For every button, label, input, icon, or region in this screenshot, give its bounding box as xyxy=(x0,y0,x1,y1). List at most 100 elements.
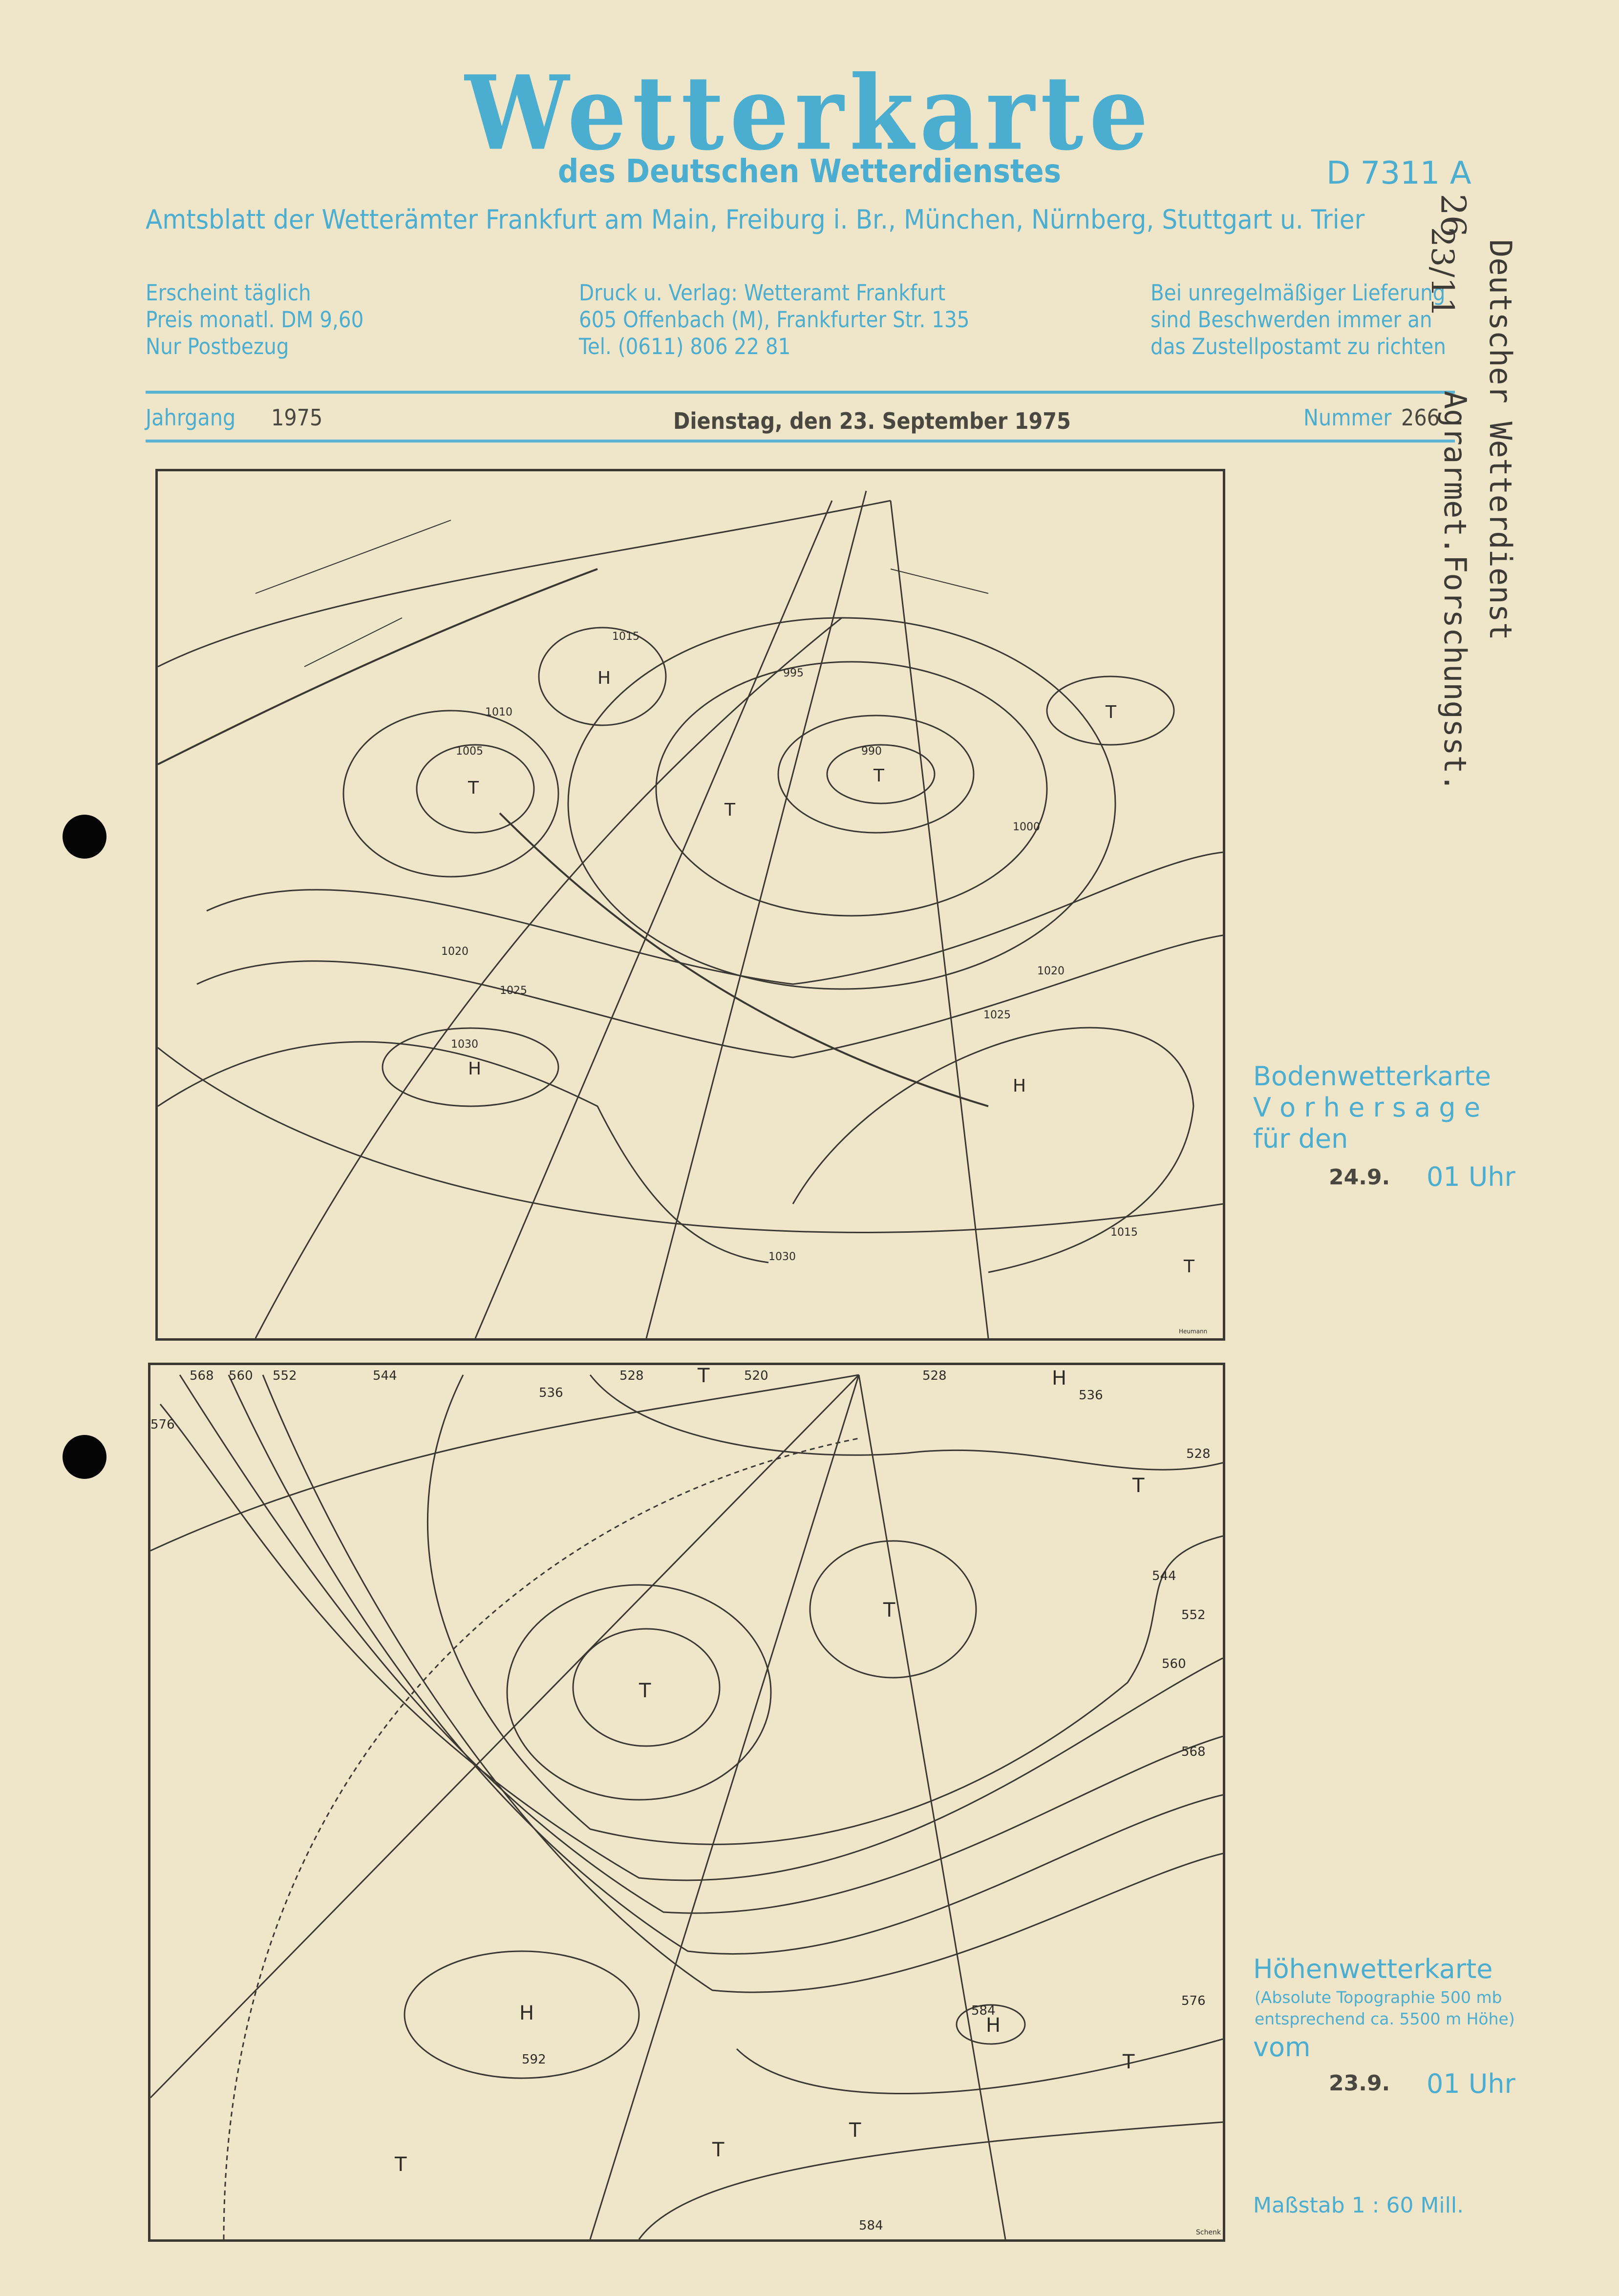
coastline xyxy=(255,520,989,667)
map-signature: Heumann xyxy=(1179,1328,1207,1335)
contour-label: 576 xyxy=(150,1417,175,1432)
masthead-title: Wetterkarte xyxy=(465,53,1154,173)
jahrgang-label: Jahrgang xyxy=(146,404,236,431)
high-pressure-marker: H xyxy=(597,668,611,688)
front xyxy=(499,812,989,1107)
info-line: 605 Offenbach (M), Frankfurter Str. 135 xyxy=(579,307,970,333)
contour-label: 528 xyxy=(1186,1447,1211,1461)
upper-map-date: 23.9. xyxy=(1329,2071,1390,2096)
nummer-value: 266 xyxy=(1401,404,1440,431)
divider xyxy=(146,440,1455,442)
subscription-info: Erscheint täglich Preis monatl. DM 9,60 … xyxy=(146,279,363,360)
low-marker: T xyxy=(639,1680,651,1702)
meridian-line xyxy=(589,1374,860,2240)
contour xyxy=(262,1374,1223,1993)
upper-map-vom: vom xyxy=(1253,2032,1311,2063)
surface-map-date: 24.9. xyxy=(1329,1165,1390,1190)
isobar xyxy=(538,627,667,726)
parallel-line xyxy=(255,617,842,1339)
punch-hole xyxy=(63,1435,107,1479)
upper-air-map: 568 560 552 544 536 528 520 528 536 528 … xyxy=(148,1363,1225,2242)
meridian-line xyxy=(149,1374,860,2099)
isobar-label: 990 xyxy=(861,745,882,758)
surface-weather-map: 1005 1010 1015 1020 1025 1030 1000 995 9… xyxy=(155,469,1225,1341)
contour-label: 536 xyxy=(539,1386,563,1400)
subtitle-line: (Absolute Topographie 500 mb xyxy=(1255,1988,1502,2007)
meridian-line xyxy=(474,500,833,1339)
front xyxy=(157,568,598,765)
meridian-line xyxy=(157,500,891,668)
map-signature: Schenk xyxy=(1196,2229,1221,2236)
contour xyxy=(159,1404,1223,1881)
contour xyxy=(228,1374,1223,1955)
isobar-label: 1015 xyxy=(1110,1226,1138,1239)
info-line: das Zustellpostamt zu richten xyxy=(1150,334,1446,359)
high-pressure-marker: H xyxy=(468,1059,481,1079)
low-marker: T xyxy=(1132,1474,1145,1497)
meridian-line xyxy=(858,1374,1006,2240)
low-pressure-marker: T xyxy=(724,800,736,820)
info-line: Nur Postbezug xyxy=(146,334,289,359)
publisher-info: Druck u. Verlag: Wetteramt Frankfurt 605… xyxy=(579,279,970,360)
isobar xyxy=(416,744,535,834)
upper-map-time: 01 Uhr xyxy=(1427,2068,1515,2099)
isobar-label: 1030 xyxy=(768,1251,796,1263)
isobar xyxy=(1046,675,1175,746)
low-marker: T xyxy=(883,1599,895,1622)
contour-label: 528 xyxy=(922,1369,947,1383)
stamp-line-1: Deutscher Wetterdienst xyxy=(1483,239,1518,641)
isobar-label: 1000 xyxy=(1013,821,1040,833)
low-pressure-marker: T xyxy=(1105,702,1117,722)
contour-label: 560 xyxy=(1162,1657,1186,1671)
info-line: Preis monatl. DM 9,60 xyxy=(146,307,364,333)
contour-label: 552 xyxy=(1181,1608,1206,1622)
contour-label: 576 xyxy=(1181,1994,1206,2008)
caption-title: Bodenwetterkarte xyxy=(1253,1061,1491,1092)
contour-label: 520 xyxy=(744,1369,768,1383)
isobar xyxy=(826,744,936,804)
contour-label: 552 xyxy=(273,1369,297,1383)
isobar-label: 1025 xyxy=(983,1009,1011,1021)
contour-label: 584 xyxy=(859,2218,883,2233)
isobar xyxy=(196,934,1223,1058)
punch-hole xyxy=(63,815,107,859)
contour xyxy=(404,1950,640,2079)
contour xyxy=(427,1374,1223,1845)
upper-map-title: Höhenwetterkarte xyxy=(1253,1954,1493,1984)
isobar xyxy=(382,1027,559,1107)
isobar-label: 1020 xyxy=(441,946,469,958)
nummer-label: Nummer xyxy=(1303,404,1392,431)
isobar xyxy=(655,661,1048,917)
low-pressure-marker: T xyxy=(1183,1257,1195,1277)
low-marker: T xyxy=(697,1365,710,1387)
amtsblatt-line: Amtsblatt der Wetterämter Frankfurt am M… xyxy=(146,204,1365,235)
isobar xyxy=(157,1041,769,1264)
caption-for: für den xyxy=(1253,1123,1348,1154)
info-line: sind Beschwerden immer an xyxy=(1150,307,1432,333)
low-pressure-marker: T xyxy=(468,778,479,798)
isobar-label: 1025 xyxy=(500,985,527,997)
isobar xyxy=(777,715,975,834)
isobar-label: 1030 xyxy=(451,1038,478,1051)
surface-map-time: 01 Uhr xyxy=(1427,1161,1515,1192)
low-marker: T xyxy=(1122,2051,1135,2073)
surface-map-caption: Bodenwetterkarte V o r h e r s a g e für… xyxy=(1253,1061,1491,1155)
upper-map-drawing: 568 560 552 544 536 528 520 528 536 528 … xyxy=(149,1365,1223,2240)
isobar-label: 1010 xyxy=(485,706,512,718)
contour xyxy=(179,1374,1223,1914)
contour xyxy=(638,2121,1223,2240)
complaints-info: Bei unregelmäßiger Lieferung sind Beschw… xyxy=(1150,279,1446,360)
contour-label: 544 xyxy=(1152,1569,1176,1583)
contour-label: 568 xyxy=(1181,1745,1206,1759)
isobar xyxy=(206,851,1223,985)
isobar-label: 1005 xyxy=(456,745,483,758)
info-line: Tel. (0611) 806 22 81 xyxy=(579,334,791,359)
isobar xyxy=(342,710,559,878)
upper-map-subtitle: (Absolute Topographie 500 mb entsprechen… xyxy=(1255,1987,1515,2030)
stamp-line-2: Agrarmet.Forschungsst. xyxy=(1437,391,1473,792)
info-line: Druck u. Verlag: Wetteramt Frankfurt xyxy=(579,280,946,306)
meridian-line xyxy=(645,490,867,1339)
meridian-line xyxy=(150,1374,859,1552)
low-marker: T xyxy=(394,2153,407,2176)
issue-date: Dienstag, den 23. September 1975 xyxy=(673,408,1071,434)
